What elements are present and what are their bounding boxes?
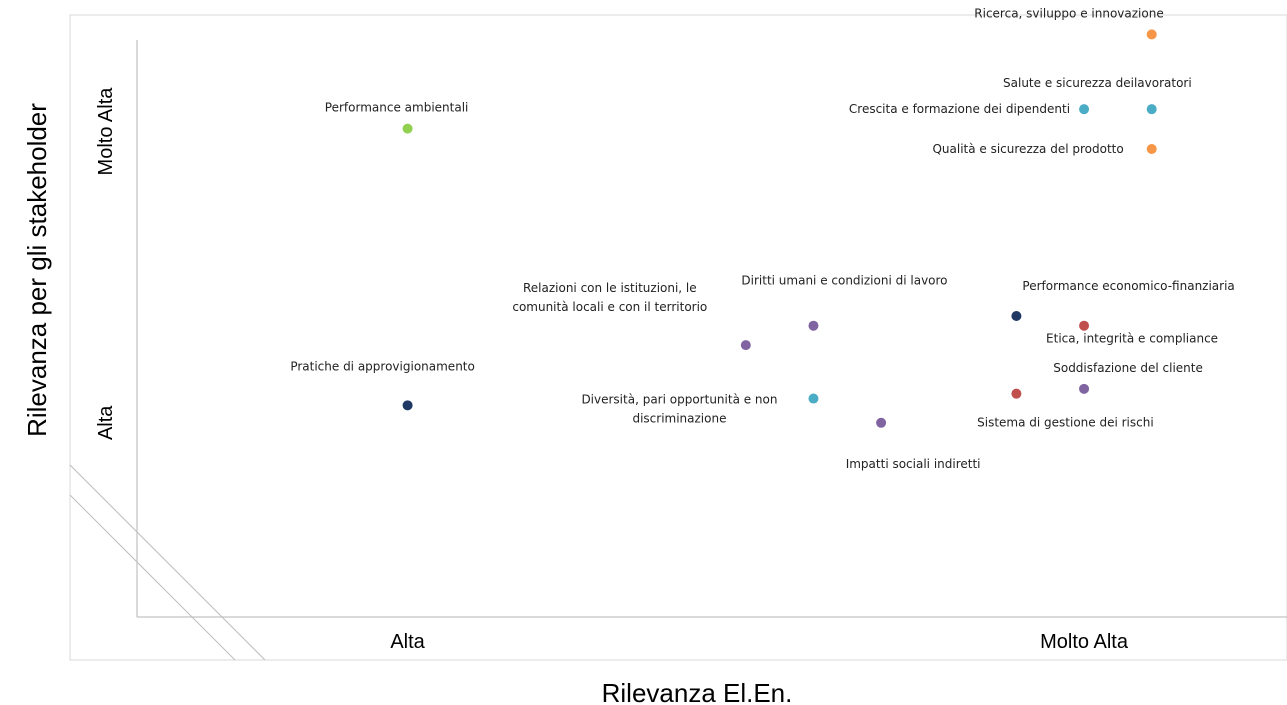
data-point-label: Performance ambientali: [325, 101, 469, 115]
data-point-label: Performance economico-finanziaria: [1022, 279, 1234, 293]
data-point-label: discriminazione: [632, 412, 726, 426]
data-point: [1079, 320, 1090, 331]
axis-break-line-2: [69, 494, 236, 661]
data-point: [1146, 143, 1157, 154]
y-tick-labels: Alta Molto Alta: [95, 87, 117, 440]
data-point-label: comunità locali e con il territorio: [512, 300, 707, 314]
data-point-label: Sistema di gestione dei rischi: [977, 416, 1154, 430]
x-tick-labels: Alta Molto Alta: [390, 631, 1128, 653]
x-axis-title: Rilevanza El.En.: [602, 678, 793, 705]
data-point: [1079, 383, 1090, 394]
plot-frame: [69, 14, 1287, 661]
data-point: [1079, 104, 1090, 115]
x-tick-label: Alta: [390, 631, 425, 653]
data-point: [1146, 104, 1157, 115]
axis-break-line-1: [69, 464, 266, 661]
y-tick-label: Alta: [95, 405, 117, 440]
y-tick-label: Molto Alta: [95, 87, 117, 176]
data-point-label: Impatti sociali indiretti: [846, 457, 981, 471]
data-point: [402, 400, 413, 411]
data-points: Ricerca, sviluppo e innovazione Salute e …: [290, 6, 1234, 470]
data-point: [402, 123, 413, 134]
data-point: [1011, 311, 1022, 321]
y-axis-title: Rilevanza per gli stakeholder: [22, 103, 52, 437]
data-point-label: Crescita e formazione dei dipendenti: [849, 102, 1070, 116]
x-tick-label: Molto Alta: [1040, 631, 1129, 653]
data-point: [1011, 388, 1022, 399]
data-point: [808, 393, 819, 404]
data-point: [1146, 29, 1157, 40]
data-point-label: Relazioni con le istituzioni, le: [523, 281, 697, 295]
data-point-label: Ricerca, sviluppo e innovazione: [974, 6, 1163, 20]
data-point-label: Diversità, pari opportunità e non: [581, 393, 777, 407]
data-point: [808, 320, 819, 331]
data-point-label: Soddisfazione del cliente: [1053, 361, 1203, 375]
data-point-label: Etica, integrità e compliance: [1046, 332, 1218, 346]
data-point-label: Pratiche di approvigionamento: [290, 359, 475, 373]
data-point: [876, 417, 887, 428]
data-point-label: Diritti umani e condizioni di lavoro: [741, 274, 947, 288]
data-point-label: Qualità e sicurezza del prodotto: [932, 142, 1123, 156]
data-point: [740, 340, 751, 351]
data-point-label: Salute e sicurezza deilavoratori: [1003, 76, 1192, 90]
